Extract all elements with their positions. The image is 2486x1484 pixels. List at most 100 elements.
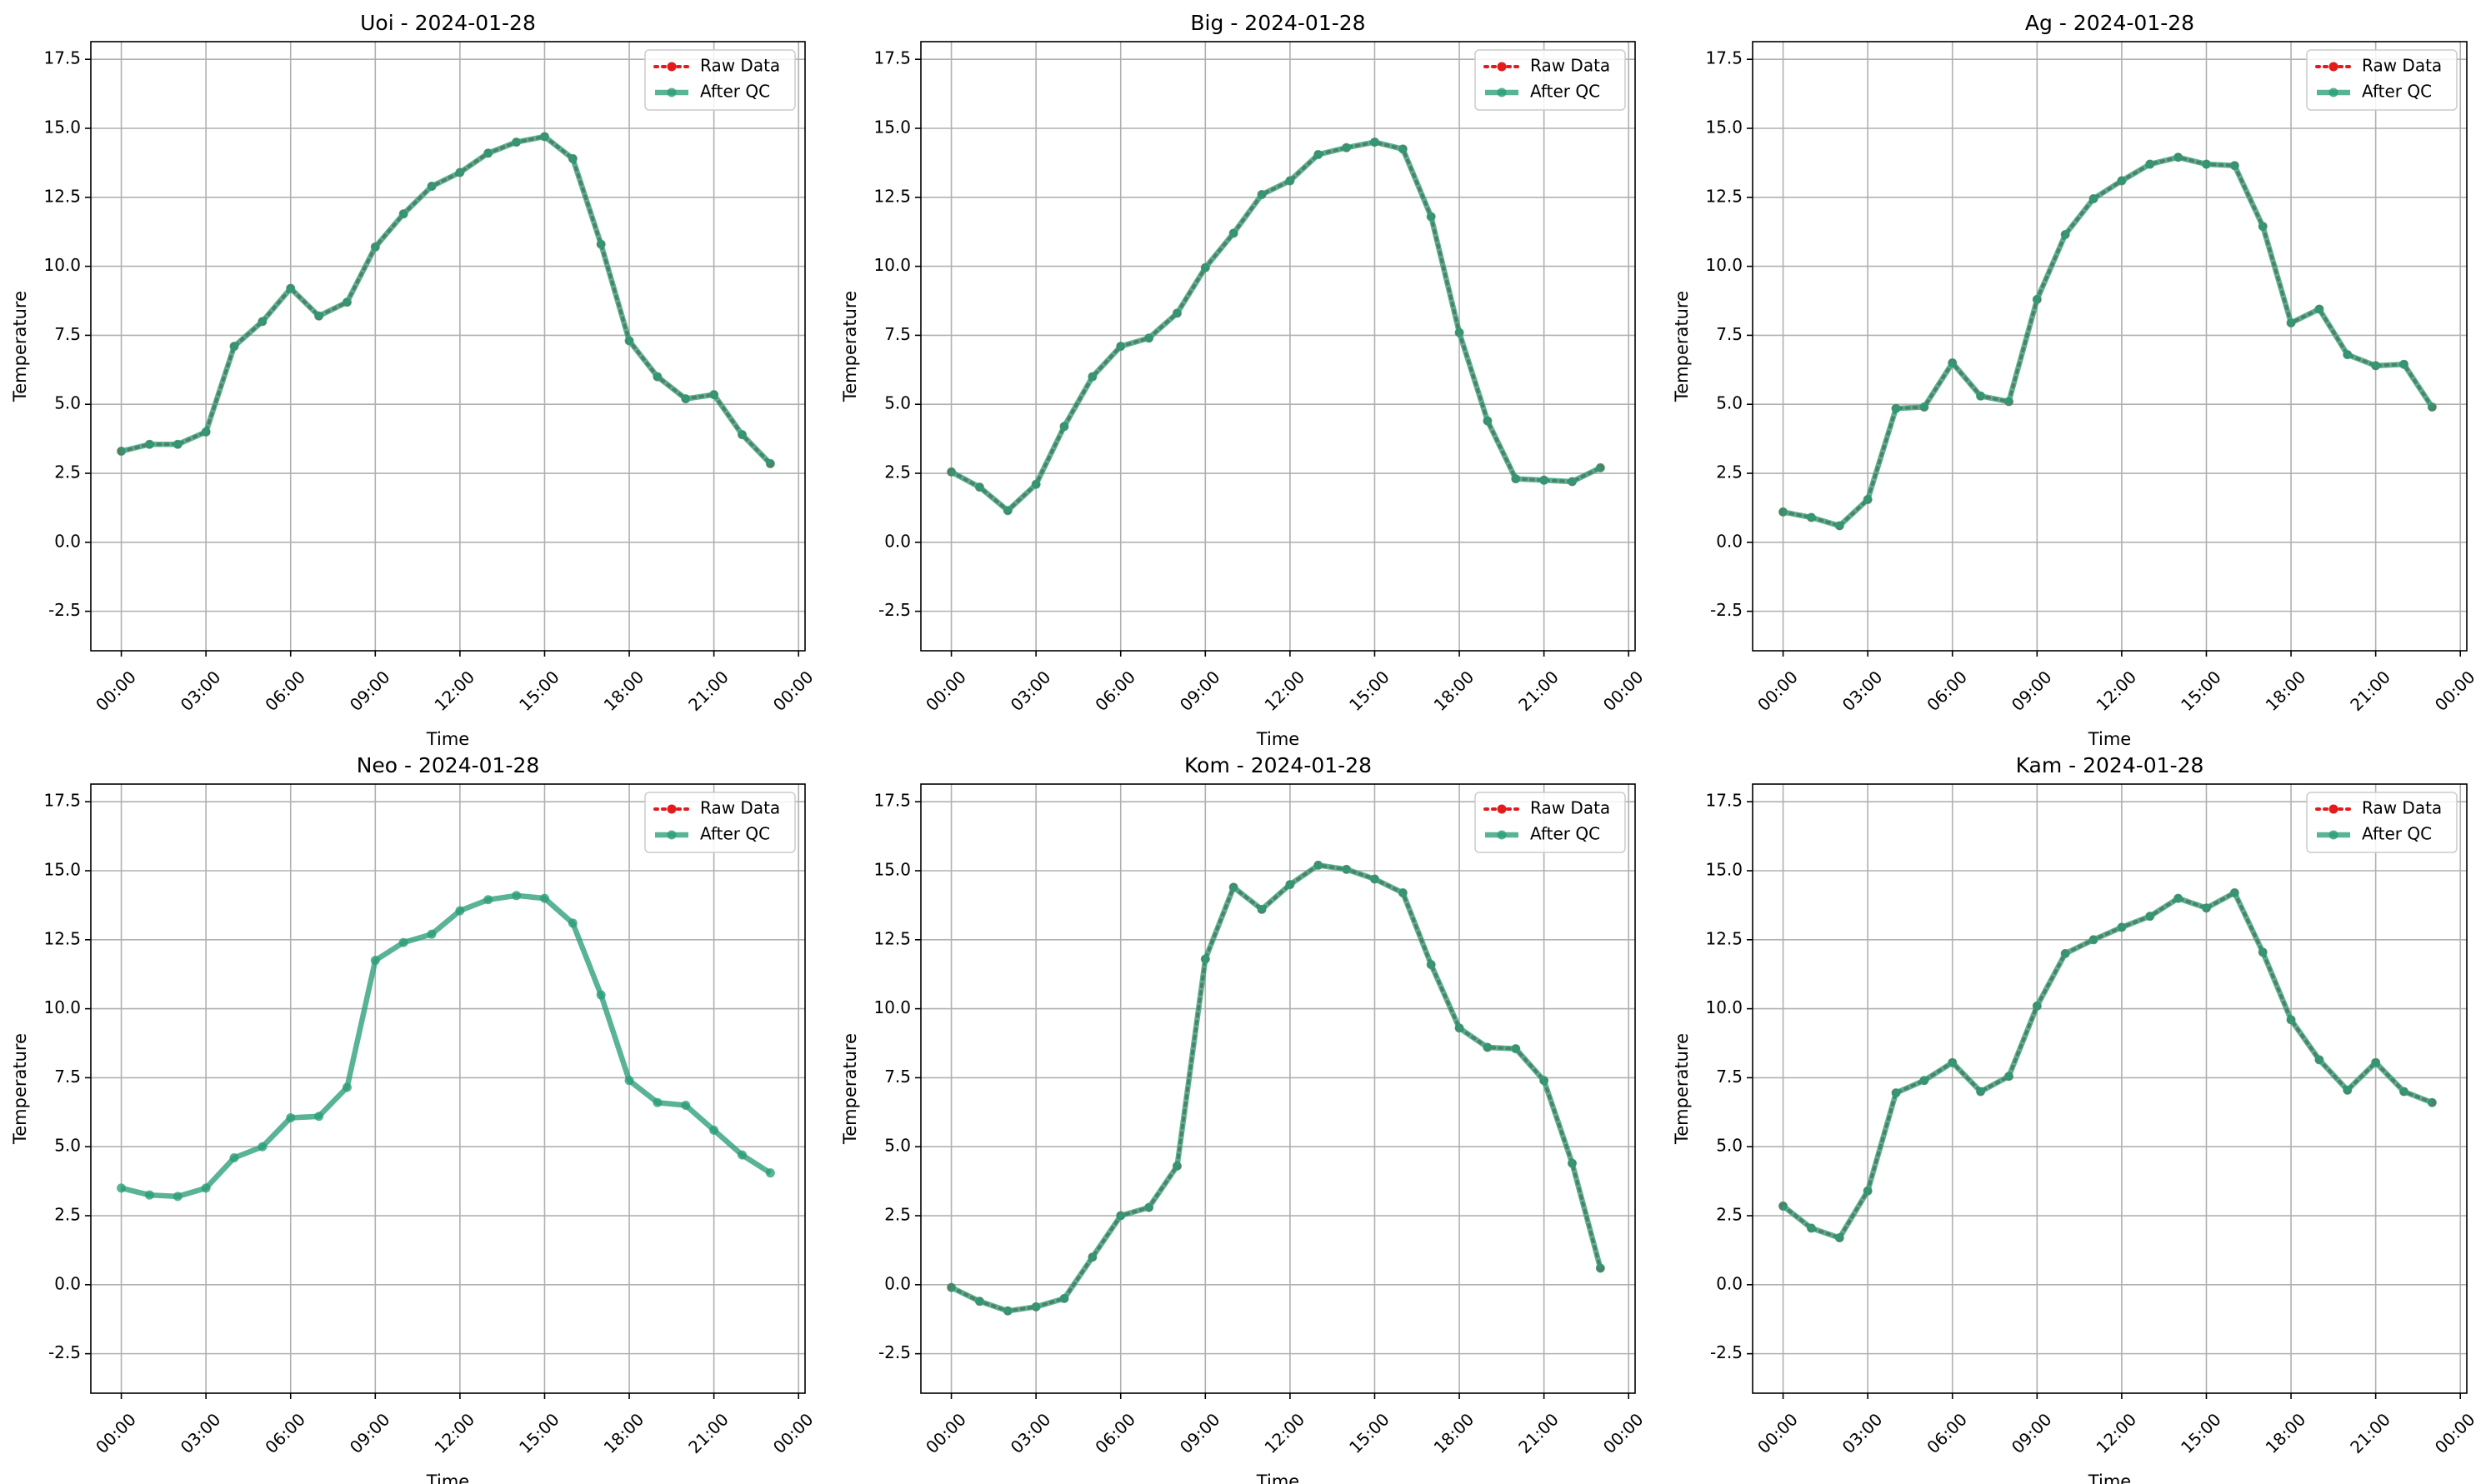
series-marker <box>1919 402 1929 412</box>
series-marker <box>1511 474 1521 484</box>
plot-area <box>1753 42 2467 651</box>
series-marker <box>1778 1201 1788 1211</box>
x-tick-label: 03:00 <box>1007 1409 1055 1457</box>
legend-marker <box>667 87 677 97</box>
x-tick-label: 00:00 <box>1753 667 1802 715</box>
x-tick-label: 06:00 <box>261 1409 309 1457</box>
legend-label: Raw Data <box>2362 56 2442 76</box>
series-marker <box>229 342 239 352</box>
y-tick-label: 10.0 <box>1705 255 1743 275</box>
x-tick-label: 15:00 <box>1345 667 1393 715</box>
x-tick-label: 12:00 <box>1260 667 1308 715</box>
series-marker <box>974 1297 984 1307</box>
series-marker <box>117 1183 127 1193</box>
chart-title: Ag - 2024-01-28 <box>2025 11 2194 35</box>
series-marker <box>2343 350 2353 360</box>
x-axis-label: Time <box>426 1472 469 1484</box>
subplot: 00:00 03:00 06:00 09:00 12:00 15:00 18:00 21:00… <box>1672 753 2478 1484</box>
series-marker <box>1483 1042 1493 1052</box>
series-marker <box>455 906 465 916</box>
subplot: 00:00 03:00 06:00 09:00 12:00 15:00 18:00 21:00… <box>10 753 817 1484</box>
series-marker <box>2145 159 2155 169</box>
series-marker <box>427 929 437 939</box>
series-marker <box>1172 1161 1182 1171</box>
legend-marker <box>1497 804 1507 814</box>
axes-frame <box>90 41 806 652</box>
y-tick-label: 5.0 <box>1716 1136 1743 1156</box>
x-tick-label: 00:00 <box>922 1409 970 1457</box>
series-line <box>1781 890 2433 1241</box>
series-marker <box>1031 479 1041 489</box>
y-axis-label: Temperature <box>1672 291 1692 402</box>
series-marker <box>2371 361 2381 371</box>
legend-marker <box>2328 62 2338 72</box>
series-marker <box>737 430 747 440</box>
y-tick-label: 15.0 <box>1705 860 1743 880</box>
series-marker <box>1285 880 1295 890</box>
y-tick-label: 10.0 <box>43 997 81 1017</box>
y-tick-label: 12.5 <box>873 186 911 206</box>
series-marker <box>2060 948 2070 958</box>
subplot: 00:00 03:00 06:00 09:00 12:00 15:00 18:00 21:00… <box>840 753 1647 1484</box>
series-marker <box>1567 477 1577 487</box>
x-tick-label: 00:00 <box>92 1409 140 1457</box>
series-marker <box>455 167 465 177</box>
x-tick-label: 15:00 <box>2177 667 2225 715</box>
legend-marker <box>1497 830 1507 840</box>
series-marker <box>258 317 268 327</box>
series-marker <box>1976 391 1986 401</box>
y-tick-label: 15.0 <box>873 860 911 880</box>
axes-frame <box>920 783 1636 1394</box>
x-tick-label: 00:00 <box>2431 1409 2479 1457</box>
series-marker <box>2398 359 2408 369</box>
series-marker <box>1919 1076 1929 1086</box>
series-marker <box>512 137 522 147</box>
x-tick-label: 18:00 <box>2262 667 2310 715</box>
series-marker <box>1454 327 1464 337</box>
series-marker <box>974 482 984 492</box>
series-marker <box>2371 1057 2381 1067</box>
x-tick-label: 06:00 <box>1091 667 1139 715</box>
series-line <box>120 892 773 1200</box>
legend-label: After QC <box>2362 824 2432 844</box>
x-tick-label: 00:00 <box>769 667 818 715</box>
axes-frame <box>1752 783 2468 1394</box>
y-tick-label: 0.0 <box>884 531 911 551</box>
legend: Raw Data After QC <box>644 49 796 111</box>
x-tick-label: 15:00 <box>515 1409 563 1457</box>
legend-label: After QC <box>700 82 770 102</box>
series-marker <box>1539 1076 1549 1086</box>
series-marker <box>737 1150 747 1160</box>
x-axis-label: Time <box>2088 729 2131 749</box>
series-marker <box>1595 1263 1605 1273</box>
x-axis-label: Time <box>1256 729 1299 749</box>
x-axis-label: Time <box>426 729 469 749</box>
plot-area <box>91 784 805 1393</box>
series-marker <box>2173 152 2183 162</box>
legend-label: Raw Data <box>1530 56 1610 76</box>
series-marker <box>201 1183 211 1193</box>
series-marker <box>765 458 775 468</box>
legend-marker <box>667 830 677 840</box>
legend-label: Raw Data <box>700 56 780 76</box>
series-marker <box>1976 1087 1986 1097</box>
series-marker <box>2314 304 2324 314</box>
series-marker <box>342 1082 352 1092</box>
series-marker <box>427 182 437 192</box>
y-tick-label: 0.0 <box>1716 1273 1743 1293</box>
series-marker <box>1144 333 1154 343</box>
y-tick-label: 10.0 <box>873 255 911 275</box>
series-marker <box>512 891 522 901</box>
series-marker <box>624 1076 634 1086</box>
y-tick-label: 2.5 <box>884 1205 911 1225</box>
series-marker <box>2201 159 2211 169</box>
chart-title: Uoi - 2024-01-28 <box>360 11 536 35</box>
subplot: 00:00 03:00 06:00 09:00 12:00 15:00 18:00 21:00… <box>10 11 817 749</box>
series-marker <box>2398 1087 2408 1097</box>
y-tick-label: -2.5 <box>878 1342 911 1362</box>
legend-label: Raw Data <box>2362 798 2442 818</box>
series-marker <box>2145 912 2155 922</box>
series-marker <box>483 148 493 158</box>
series-marker <box>1483 416 1493 426</box>
series-marker <box>483 895 493 905</box>
